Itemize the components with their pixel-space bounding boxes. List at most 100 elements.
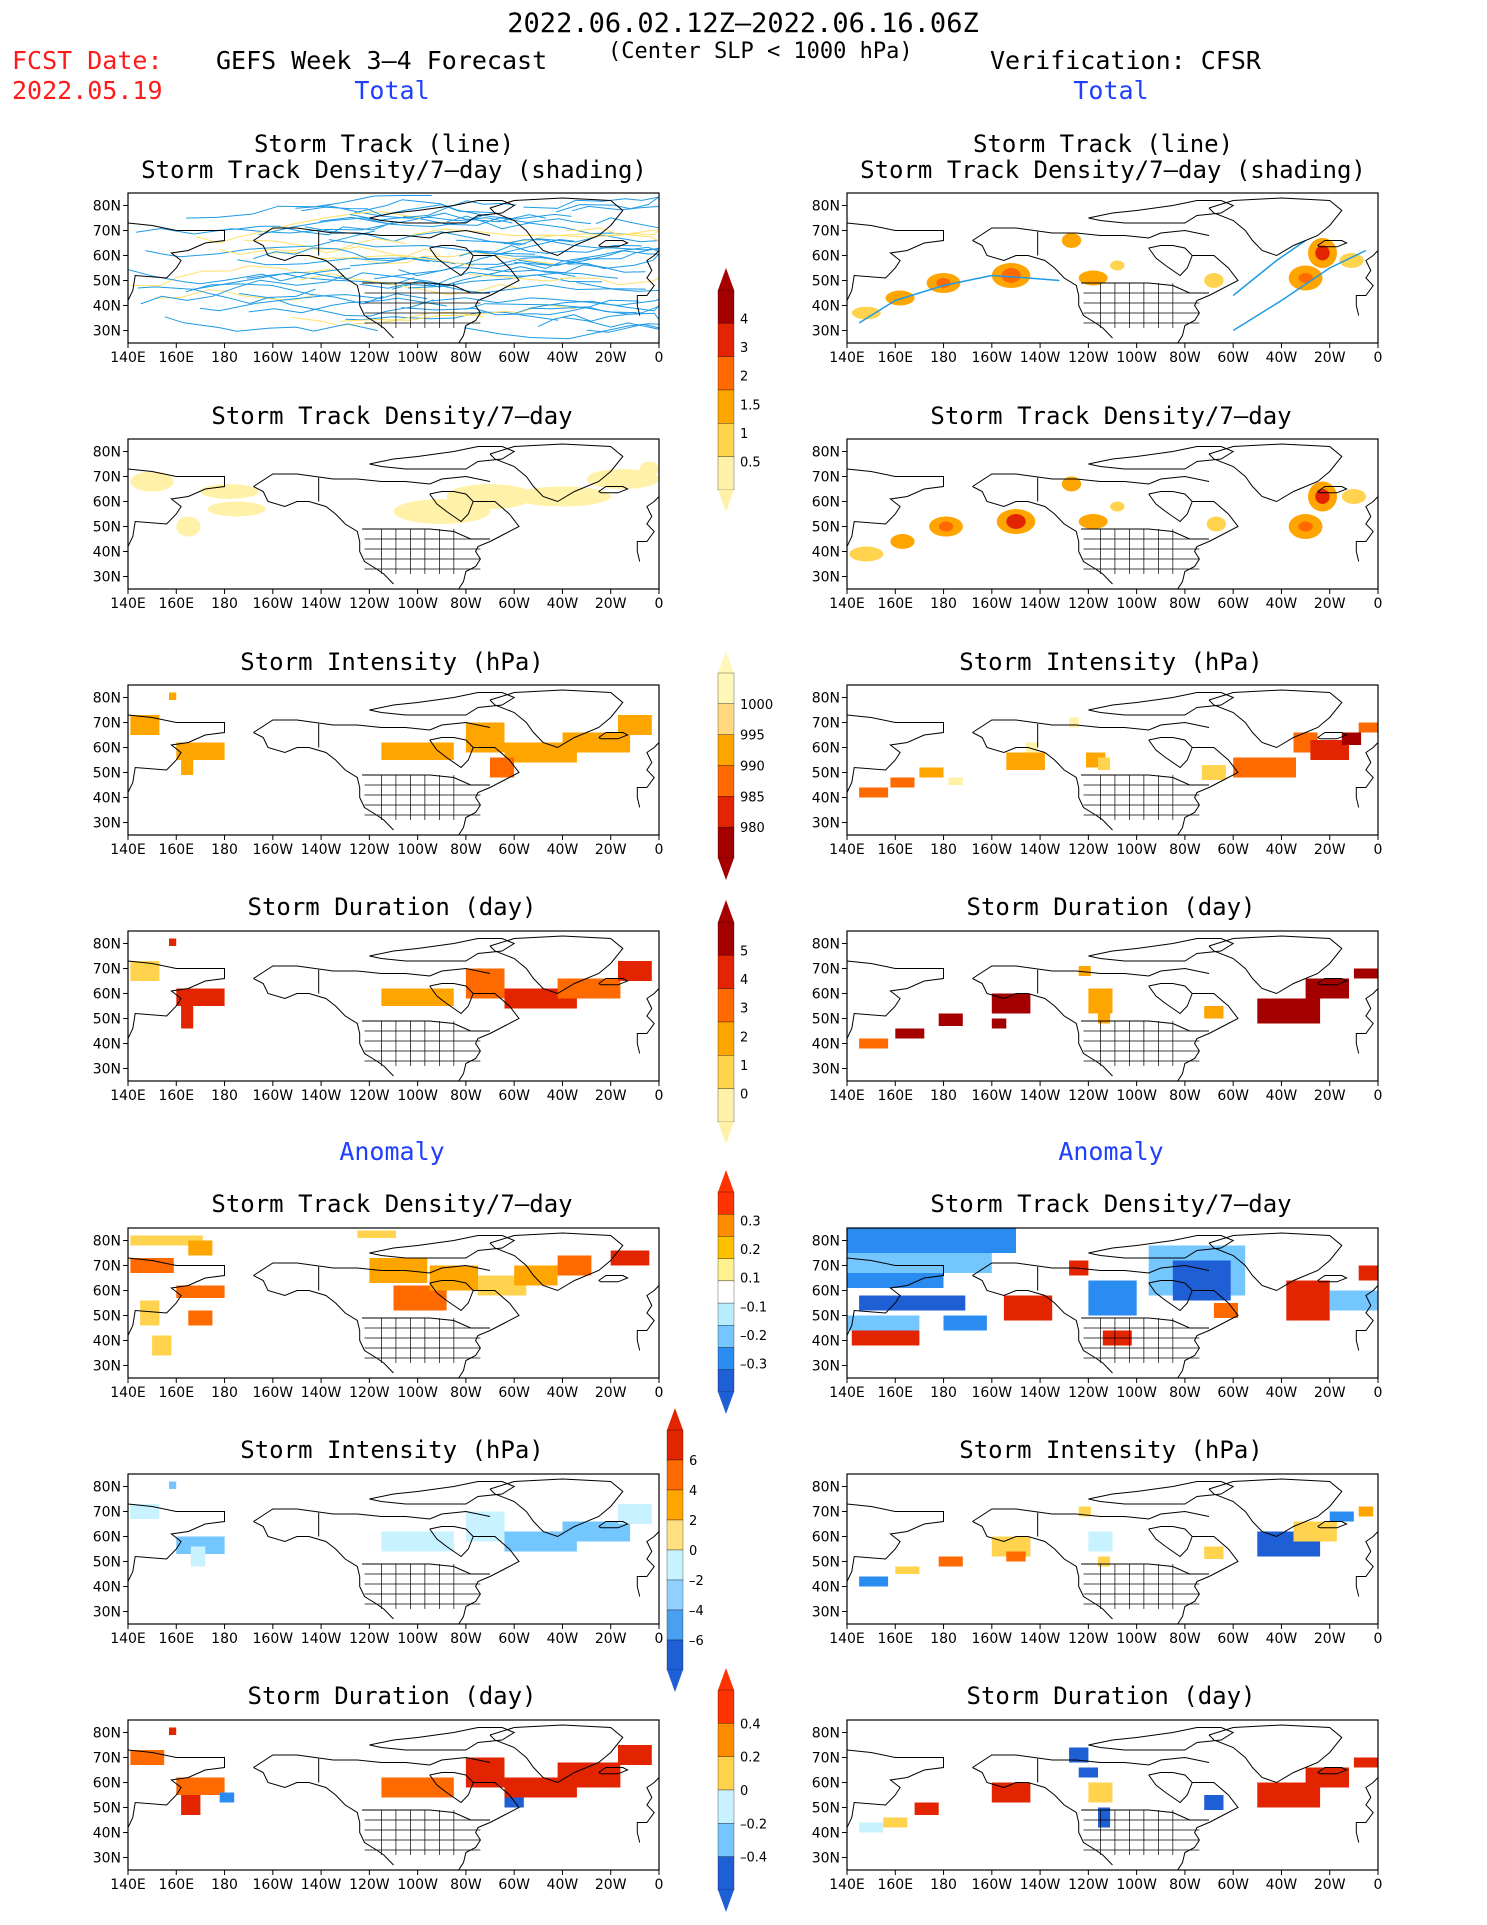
shaded-cell — [938, 1013, 963, 1026]
y-tick-label: 60N — [93, 495, 121, 511]
map-frame — [846, 684, 1379, 836]
shaded-cell — [1353, 968, 1378, 979]
storm-track — [195, 211, 421, 244]
coastline — [458, 501, 520, 590]
shaded-cell — [1305, 978, 1349, 999]
x-tick-label: 80W — [1169, 842, 1201, 858]
map-panel-4l: 80N 70N 60N 50N 40N 30N 140E 160E 180 160W 140W 120… — [93, 930, 663, 1104]
shaded-cell — [618, 1504, 652, 1524]
shaded-cell — [490, 757, 515, 778]
density-blob — [849, 546, 884, 562]
x-tick-label: 140W — [1020, 596, 1061, 612]
colorbar-swatch — [717, 1236, 735, 1259]
map-frame — [846, 1227, 1379, 1379]
y-tick-label: 30N — [812, 324, 840, 340]
map-background — [128, 439, 659, 589]
y-tick-label: 80N — [93, 1234, 121, 1250]
coastline — [1317, 1275, 1348, 1283]
colorbar-intensity_total: 1000 995 990 985 980 — [717, 651, 773, 880]
shaded-cell — [1003, 1295, 1053, 1321]
y-tick-label: 70N — [812, 1751, 840, 1767]
density-blob — [393, 499, 491, 524]
x-tick-label: 120W — [1068, 1877, 1109, 1893]
colorbar-label: 2 — [740, 1030, 748, 1045]
x-tick-label: 100W — [1116, 1088, 1157, 1104]
x-tick-label: 40W — [547, 1088, 579, 1104]
x-tick-label: 60W — [1217, 1088, 1249, 1104]
shaded-cell — [895, 1566, 920, 1574]
x-tick-label: 100W — [397, 1877, 438, 1893]
shaded-cell — [1293, 1521, 1337, 1542]
y-tick-label: 50N — [93, 1309, 121, 1325]
density-blob — [938, 521, 954, 532]
x-tick-label: 180 — [930, 842, 957, 858]
x-tick-label: 60W — [1217, 1877, 1249, 1893]
shaded-cell — [169, 1727, 177, 1735]
shaded-cell — [859, 787, 889, 798]
colorbar-label: –4 — [689, 1604, 704, 1619]
coastline — [1088, 1235, 1235, 1259]
x-tick-label: 20W — [595, 1088, 627, 1104]
colorbar-swatch — [717, 1325, 735, 1348]
x-tick-label: 140W — [301, 842, 342, 858]
colorbar-label: 1 — [740, 1059, 748, 1074]
x-tick-label: 40W — [1266, 1385, 1298, 1401]
shaded-cell — [914, 1802, 939, 1815]
y-tick-label: 70N — [93, 962, 121, 978]
y-tick-label: 50N — [93, 766, 121, 782]
shaded-cell — [847, 1315, 920, 1331]
y-tick-label: 80N — [812, 691, 840, 707]
colorbar-label: 1000 — [740, 698, 773, 713]
density-blob — [1298, 521, 1313, 532]
shaded-cell — [381, 742, 454, 760]
storm-track — [407, 284, 646, 294]
coastline — [369, 200, 516, 224]
coastline — [127, 714, 225, 793]
coastline — [1355, 1757, 1379, 1843]
x-tick-label: 140E — [110, 842, 146, 858]
colorbar-duration_anom: 0.4 0.2 0 –0.2 –0.4 — [717, 1668, 767, 1912]
map-frame — [846, 438, 1379, 590]
coastline — [846, 1257, 944, 1336]
panel-title-3r: Storm Intensity (hPa) — [959, 648, 1263, 676]
storm-track — [464, 322, 660, 340]
x-tick-label: 100W — [397, 1631, 438, 1647]
section-anomaly-left: Anomaly — [339, 1137, 445, 1166]
colorbar-label: –0.1 — [740, 1300, 767, 1315]
coastline — [1317, 240, 1348, 248]
colorbar-swatch — [666, 1549, 684, 1581]
coastline — [1355, 476, 1379, 562]
storm-track — [350, 256, 565, 267]
colorbar-cap — [718, 858, 734, 880]
x-tick-label: 20W — [595, 596, 627, 612]
coastline — [1177, 1536, 1239, 1625]
y-tick-label: 70N — [812, 962, 840, 978]
x-tick-label: 100W — [397, 596, 438, 612]
panel-title-6l: Storm Intensity (hPa) — [240, 1436, 544, 1464]
coastline — [1355, 968, 1379, 1054]
y-tick-label: 60N — [93, 1530, 121, 1546]
shaded-cell — [169, 938, 177, 946]
storm-track — [456, 234, 660, 246]
shaded-cell — [130, 1504, 160, 1519]
coastline — [369, 1481, 516, 1505]
colorbar-swatch — [717, 988, 735, 1023]
map-panel-5r: 80N 70N 60N 50N 40N 30N 140E 160E 180 160W 140W 120… — [812, 1227, 1382, 1401]
y-tick-label: 70N — [93, 1505, 121, 1521]
y-tick-label: 40N — [812, 545, 840, 561]
colorbar-label: –0.2 — [740, 1329, 767, 1344]
x-tick-label: 0 — [1374, 1877, 1383, 1893]
period-title: 2022.06.02.12Z–2022.06.16.06Z — [507, 8, 979, 39]
coastline — [972, 1262, 1210, 1276]
x-tick-label: 0 — [655, 1631, 664, 1647]
shaded-cell — [1078, 966, 1091, 976]
coastline — [429, 737, 474, 769]
x-tick-label: 80W — [1169, 350, 1201, 366]
coastline — [489, 1478, 624, 1538]
x-tick-label: 60W — [498, 350, 530, 366]
y-tick-label: 50N — [812, 1801, 840, 1817]
x-tick-label: 140E — [110, 1088, 146, 1104]
density-blob — [1339, 253, 1364, 268]
shaded-cell — [991, 1782, 1031, 1803]
colorbar-swatch — [717, 356, 735, 391]
